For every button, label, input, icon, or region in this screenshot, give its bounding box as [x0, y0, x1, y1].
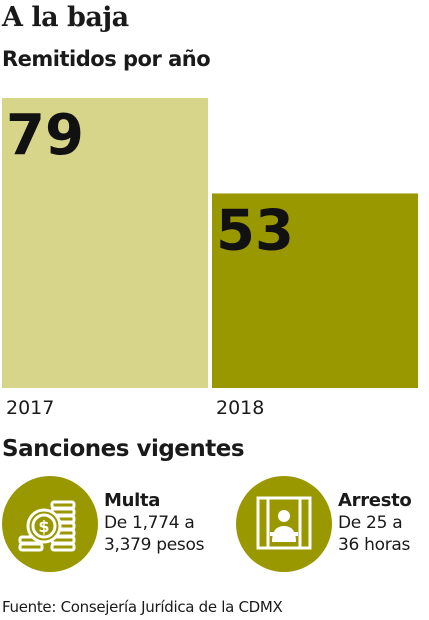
svg-text:$: $: [38, 517, 49, 536]
bar-chart: 79 53 2017 2018: [2, 98, 418, 419]
arrest-heading: Arresto: [338, 490, 412, 511]
fine-heading: Multa: [104, 490, 161, 511]
x-tick-label: 2018: [216, 397, 264, 419]
bar-value-label: 79: [6, 103, 84, 168]
page-title: A la baja: [2, 2, 129, 33]
coins-icon: $: [2, 476, 98, 572]
source-note: Fuente: Consejería Jurídica de la CDMX: [2, 598, 283, 616]
arrest-info: Arresto De 25 a 36 horas: [338, 490, 412, 556]
sanctions-title: Sanciones vigentes: [2, 436, 245, 462]
x-tick-label: 2017: [6, 397, 54, 419]
arrest-range-line1: De 25 a: [338, 513, 403, 533]
bar-2018: [212, 193, 418, 388]
fine-range-line2: 3,379 pesos: [104, 535, 205, 555]
fine-info: Multa De 1,774 a 3,379 pesos: [104, 490, 204, 556]
fine-range-line1: De 1,774 a: [104, 513, 195, 533]
arrest-range-line2: 36 horas: [338, 535, 411, 555]
bar-value-label: 53: [216, 198, 294, 263]
jail-icon: [236, 476, 332, 572]
bar-2017: [2, 98, 208, 388]
chart-subtitle: Remitidos por año: [2, 47, 211, 71]
